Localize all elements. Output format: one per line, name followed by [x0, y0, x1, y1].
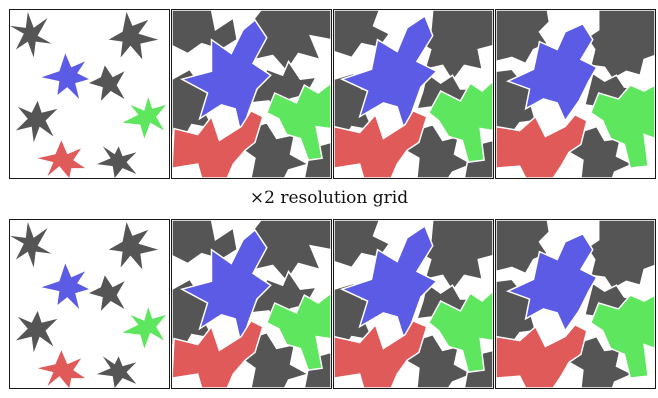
row1-panel-tiling-b	[333, 9, 494, 179]
green-star	[427, 290, 493, 373]
gray-star	[15, 100, 58, 143]
row1-panel-input	[9, 9, 170, 179]
gray-tile	[585, 220, 655, 291]
gray-star	[96, 146, 137, 178]
gray-star	[108, 12, 159, 60]
row1-input-svg	[10, 12, 167, 178]
red-star	[496, 113, 588, 178]
gray-star	[10, 222, 52, 268]
row2-panel-tiling-c	[495, 219, 656, 389]
blue-star	[41, 53, 90, 99]
blue-star	[339, 14, 438, 135]
green-star	[427, 80, 493, 163]
red-star	[496, 323, 588, 388]
green-star	[589, 294, 655, 379]
gray-star	[108, 222, 159, 270]
gray-star	[96, 356, 137, 388]
gray-tile	[172, 220, 238, 265]
blue-star	[179, 18, 272, 138]
gray-stars	[10, 222, 159, 388]
gray-stars	[10, 12, 159, 178]
gray-star	[15, 310, 58, 353]
green-star	[265, 292, 331, 371]
gray-tile	[585, 10, 655, 81]
blue-star	[179, 228, 272, 348]
red-star	[334, 319, 428, 388]
red-star	[37, 350, 86, 388]
blue-star	[505, 232, 598, 333]
row2-tiling-a-svg	[172, 220, 331, 388]
row2-panel-tiling-b	[333, 219, 494, 389]
gray-star	[10, 12, 52, 58]
blue-star	[505, 22, 598, 123]
red-star	[172, 319, 264, 388]
row1-tiling-c-svg	[496, 10, 655, 178]
gray-tile	[172, 10, 238, 55]
grid-caption: ×2 resolution grid	[249, 188, 409, 208]
row2-panel-tiling-a	[171, 219, 332, 389]
row2-tiling-b-svg	[334, 220, 493, 388]
red-star	[37, 140, 86, 178]
green-star	[122, 306, 167, 349]
row1-tiling-b-svg	[334, 10, 493, 178]
blue-star	[41, 263, 90, 309]
gray-star	[89, 275, 125, 311]
green-star	[122, 96, 167, 139]
green-star	[265, 82, 331, 161]
row2-panel-input	[9, 219, 170, 389]
green-star	[589, 84, 655, 169]
row1-panel-tiling-c	[495, 9, 656, 179]
row2-tiling-c-svg	[496, 220, 655, 388]
row2-input-svg	[10, 222, 167, 388]
gray-star	[89, 65, 125, 101]
row1-panel-tiling-a	[171, 9, 332, 179]
red-star	[172, 109, 264, 178]
blue-star	[339, 224, 438, 345]
red-star	[334, 109, 428, 178]
row1-tiling-a-svg	[172, 10, 331, 178]
